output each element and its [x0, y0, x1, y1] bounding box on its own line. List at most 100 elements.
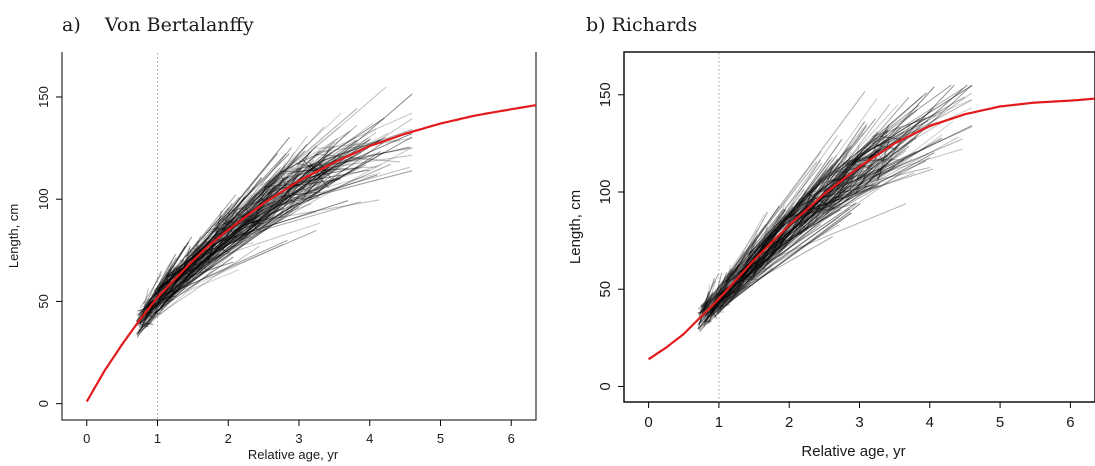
panel-b-growth-segment — [823, 197, 846, 213]
panel-a-growth-segment — [188, 191, 326, 267]
panel-a-growth-segment — [150, 268, 203, 304]
panel-a-growth-segment — [137, 288, 149, 336]
panel-b-growth-segment — [824, 158, 913, 206]
panel-a-growth-segment — [313, 169, 333, 173]
panel-b-growth-segment — [736, 224, 840, 288]
panel-b-growth-segment — [738, 270, 753, 278]
panel-a-growth-segment — [196, 236, 252, 255]
panel-a-growth-segment — [175, 266, 200, 279]
panel-a-growth-segment — [304, 139, 381, 168]
panel-a-growth-segment — [231, 206, 281, 244]
panel-a-growth-segment — [159, 153, 278, 297]
panel-b-growth-segment — [749, 233, 772, 253]
panel-b-growth-segment — [808, 179, 821, 209]
panel-b-growth-segment — [704, 224, 767, 305]
panel-a-fitted-curve — [85, 104, 536, 403]
panel-b-growth-segment — [723, 246, 776, 302]
panel-b-growth-segment — [819, 157, 884, 182]
panel-b-growth-segment — [727, 212, 795, 284]
panel-a-growth-segment — [159, 261, 172, 293]
panel-b-growth-segment — [733, 165, 862, 285]
panel-a-growth-segment — [185, 253, 220, 273]
panel-b-growth-segment — [876, 155, 888, 182]
panel-a-growth-segment — [163, 238, 211, 288]
panel-a-x-axis-title: Relative age, yr — [248, 447, 339, 462]
panel-a-growth-segment — [196, 244, 208, 265]
panel-b-growth-segment — [746, 163, 834, 262]
panel-b-growth-segment — [877, 140, 890, 181]
panel-a-growth-segment — [315, 139, 356, 167]
panel-a-growth-segment — [258, 166, 293, 196]
panel-b-name: Richards — [611, 14, 698, 36]
panel-a-growth-segment — [218, 221, 231, 240]
panel-a-growth-segment — [239, 163, 304, 217]
panel-a-growth-segment — [139, 190, 282, 322]
panel-a-x-tick-label: 6 — [508, 431, 515, 446]
panel-a-growth-segment — [171, 184, 291, 294]
panel-a-growth-segment — [145, 289, 162, 307]
panel-b-growth-segment — [715, 272, 728, 301]
panel-a-growth-segment — [300, 132, 413, 183]
panel-a-growth-segment — [221, 153, 290, 222]
panel-a-growth-segment — [157, 187, 255, 292]
panel-b-growth-segment — [737, 275, 749, 280]
panel-b-growth-segment — [858, 134, 896, 182]
panel-b-growth-segment — [742, 234, 780, 282]
panel-a-growth-segment — [279, 153, 319, 173]
panel-b-growth-segment — [762, 179, 870, 256]
panel-b-growth-segment — [704, 298, 724, 318]
panel-b-growth-segment — [829, 136, 959, 208]
panel-b-growth-segment — [845, 151, 864, 168]
panel-a-growth-segment — [157, 233, 233, 303]
panel-b-growth-segment — [768, 221, 792, 240]
panel-b-growth-segment — [753, 241, 784, 276]
panel-a-growth-segment — [160, 230, 317, 298]
panel-a-growth-segment — [247, 209, 260, 232]
panel-a-growth-segment — [164, 172, 280, 286]
panel-b-growth-segment — [707, 211, 768, 323]
panel-a-y-tick-label: 150 — [36, 86, 51, 108]
panel-a-y-axis-title: Length, cm — [6, 204, 21, 268]
panel-a-growth-segment — [260, 164, 382, 204]
panel-b-growth-segment — [712, 242, 755, 298]
panel-b-growth-segment — [829, 153, 929, 198]
panel-a-growth-segment — [225, 233, 243, 244]
panel-a-growth-segment — [308, 161, 323, 179]
panel-a-growth-segment — [137, 302, 158, 325]
panel-a-growth-segment — [149, 296, 163, 310]
panel-a-growth-segment — [318, 145, 331, 167]
panel-a-growth-segment — [208, 151, 333, 254]
panel-b-growth-segment — [701, 273, 719, 310]
panel-b-growth-segment — [709, 148, 849, 317]
panel-b-growth-segment — [750, 258, 767, 280]
panel-a-growth-segment — [272, 193, 287, 209]
panel-b-growth-segment — [804, 169, 856, 225]
panel-b-growth-segment — [877, 150, 907, 172]
panel-a-growth-segment — [290, 138, 338, 175]
panel-a-growth-segment — [159, 256, 205, 309]
panel-b-growth-segment — [705, 284, 743, 309]
panel-a-growth-segment — [137, 298, 175, 312]
panel-a-growth-segment — [137, 304, 162, 325]
panel-b-growth-segment — [854, 175, 867, 196]
panel-a-growth-segment — [158, 241, 231, 306]
panel-a-growth-segment — [152, 166, 286, 296]
panel-b-growth-segment — [732, 282, 744, 297]
panel-b-y-tick-label: 100 — [597, 179, 614, 204]
panel-b-growth-segment — [786, 109, 918, 221]
panel-b-growth-segment — [709, 269, 738, 298]
panel-a-growth-segment — [180, 267, 200, 273]
panel-b-growth-segment — [854, 126, 973, 181]
panel-b-growth-segment — [876, 120, 954, 180]
panel-b-growth-segment — [857, 159, 900, 162]
panel-b-growth-segment — [831, 153, 848, 195]
panel-b-x-tick-label: 2 — [785, 414, 793, 431]
panel-a-growth-segment — [198, 221, 271, 271]
panel-b-growth-segment — [876, 137, 902, 148]
panel-b-growth-segment — [758, 206, 834, 263]
panel-a-growth-segment — [153, 176, 317, 315]
panel-b-growth-segment — [872, 114, 937, 138]
panel-b-growth-segment — [845, 158, 888, 161]
panel-b-growth-segment — [815, 184, 881, 204]
panel-a-growth-segment — [280, 168, 348, 173]
